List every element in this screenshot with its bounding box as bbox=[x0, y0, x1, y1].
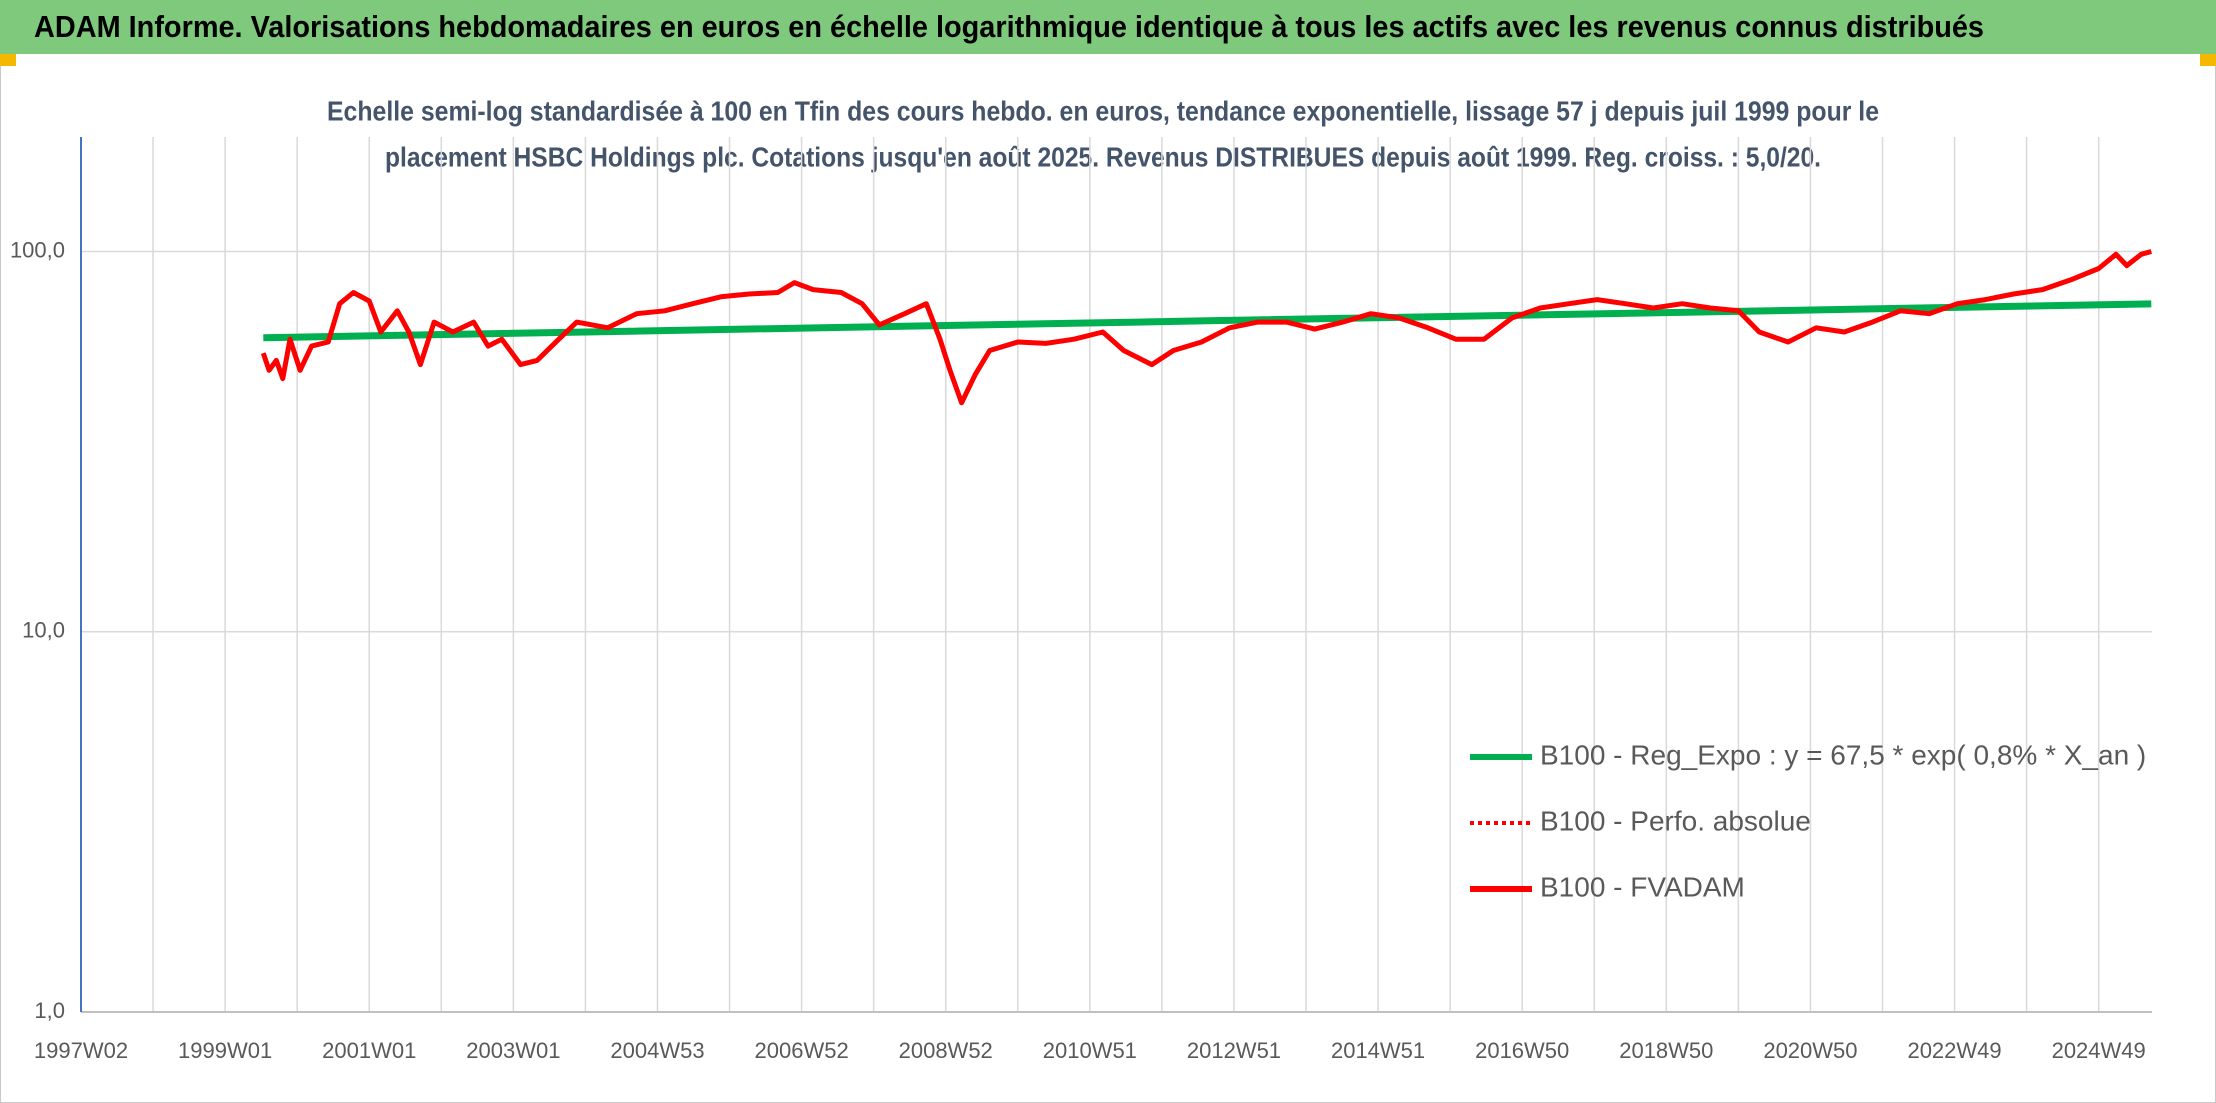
x-tick-label: 2008W52 bbox=[899, 1038, 993, 1063]
chart-subtitle: Echelle semi-log standardisée à 100 en T… bbox=[327, 95, 1879, 126]
legend-label: B100 - Reg_Expo : y = 67,5 * exp( 0,8% *… bbox=[1540, 739, 2146, 770]
series-line bbox=[263, 300, 2152, 342]
x-tick-label: 1999W01 bbox=[178, 1038, 272, 1063]
legend: B100 - Reg_Expo : y = 67,5 * exp( 0,8% *… bbox=[1470, 739, 2146, 902]
legend-label: B100 - FVADAM bbox=[1540, 871, 1745, 902]
x-tick-label: 2014W51 bbox=[1331, 1038, 1425, 1063]
corner bbox=[2200, 54, 2216, 66]
series-line bbox=[260, 249, 2152, 406]
plot-area bbox=[260, 249, 2152, 406]
header-band bbox=[0, 0, 2216, 54]
x-tick-label: 2006W52 bbox=[755, 1038, 849, 1063]
y-tick-label: 1,0 bbox=[34, 998, 65, 1023]
header-title: ADAM Informe. Valorisations hebdomadaire… bbox=[34, 9, 1984, 44]
x-tick-label: 2020W50 bbox=[1763, 1038, 1857, 1063]
x-tick-label: 2003W01 bbox=[466, 1038, 560, 1063]
y-tick-label: 100,0 bbox=[10, 237, 65, 262]
x-tick-label: 2016W50 bbox=[1475, 1038, 1569, 1063]
x-tick-label: 2001W01 bbox=[322, 1038, 416, 1063]
grid: 1,0 10,0 100,0 1997W02 1999W01 2001W01 2003W01… bbox=[10, 137, 2152, 1063]
x-tick-label: 2018W50 bbox=[1619, 1038, 1713, 1063]
x-tick-label: 2004W53 bbox=[610, 1038, 704, 1063]
chart-subtitle: placement HSBC Holdings plc. Cotations j… bbox=[385, 141, 1821, 172]
x-tick-label: 2024W49 bbox=[2052, 1038, 2146, 1063]
x-tick-label: 2010W51 bbox=[1043, 1038, 1137, 1063]
x-tick-label: 1997W02 bbox=[34, 1038, 128, 1063]
corner bbox=[0, 54, 16, 66]
y-tick-label: 10,0 bbox=[22, 618, 65, 643]
x-tick-label: 2022W49 bbox=[1907, 1038, 2001, 1063]
x-tick-label: 2012W51 bbox=[1187, 1038, 1281, 1063]
legend-label: B100 - Perfo. absolue bbox=[1540, 805, 1811, 836]
